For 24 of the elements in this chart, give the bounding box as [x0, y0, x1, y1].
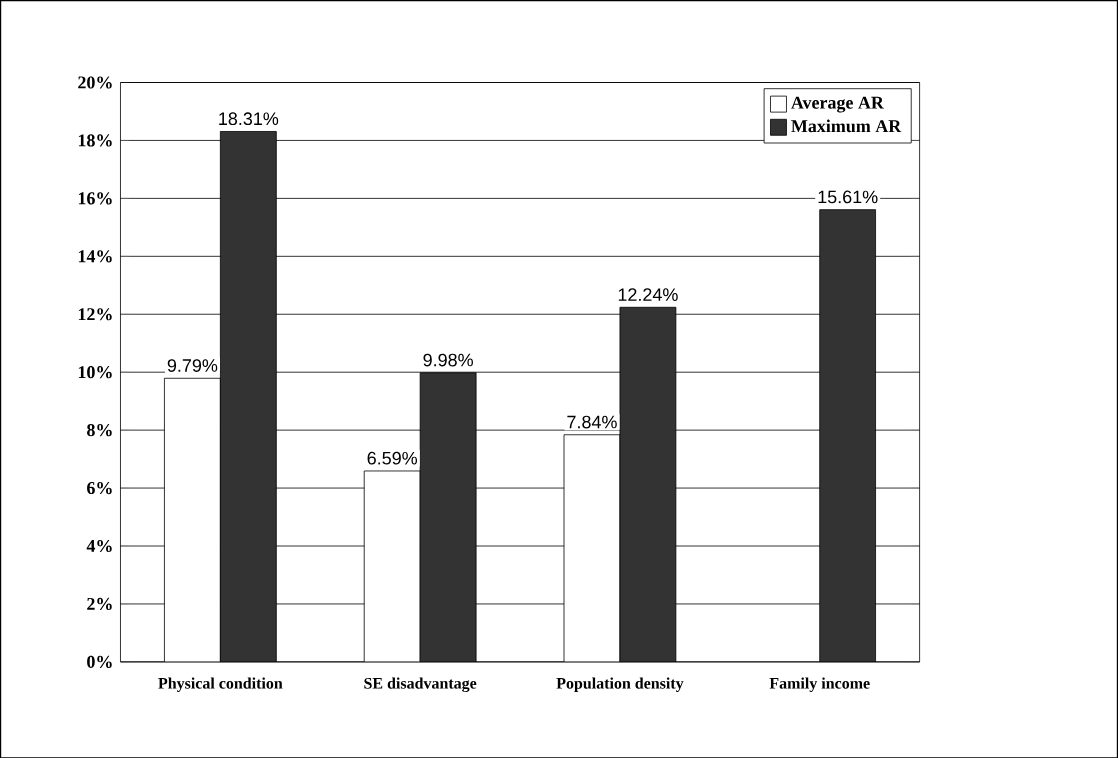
y-tick-label: 4%: [86, 539, 112, 552]
data-label: 18.31%: [219, 112, 279, 125]
x-tick-label: Population density: [556, 677, 684, 692]
legend-label: Maximum AR: [791, 119, 902, 133]
data-label: 6.59%: [367, 451, 418, 465]
x-tick-label: SE disadvantage: [364, 677, 477, 692]
y-tick-label: 10%: [78, 365, 112, 379]
legend-label: Average AR: [791, 96, 885, 113]
x-tick-label: Physical condition: [158, 677, 283, 692]
data-label: 7.84%: [567, 415, 617, 429]
y-tick-label: 16%: [78, 192, 112, 205]
y-tick-label: 0%: [87, 655, 112, 668]
y-tick-label: 8%: [87, 423, 112, 437]
y-tick-label: 20%: [78, 76, 112, 89]
y-tick-label: 2%: [87, 597, 112, 610]
x-tick-label: Family income: [769, 677, 870, 692]
data-label: 9.79%: [167, 358, 218, 372]
y-tick-label: 14%: [78, 250, 112, 263]
y-tick-label: 6%: [87, 481, 112, 494]
y-tick-label: 12%: [78, 307, 112, 321]
data-label: 15.61%: [818, 190, 878, 204]
data-label: 12.24%: [618, 288, 678, 301]
y-tick-label: 18%: [78, 134, 112, 147]
data-label: 9.98%: [423, 353, 473, 367]
